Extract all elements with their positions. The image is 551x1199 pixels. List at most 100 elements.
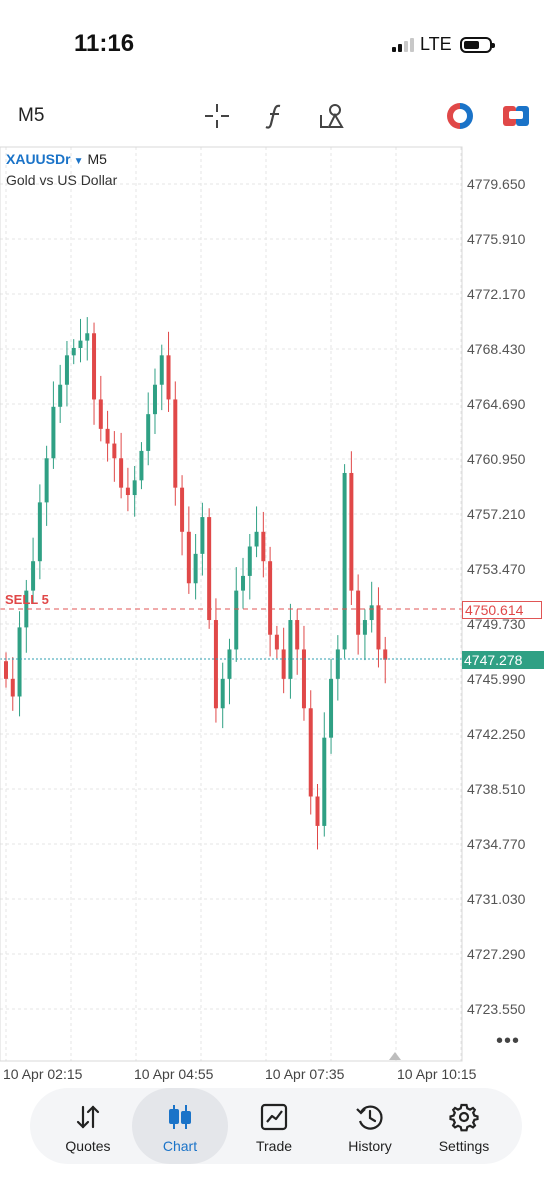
candle-bull (227, 649, 232, 679)
candle-bull (335, 649, 340, 679)
candle-bear (186, 531, 191, 584)
price-tick-label: 4753.470 (467, 561, 526, 577)
network-type: LTE (420, 34, 452, 54)
candle-bear (315, 796, 320, 826)
settings-gear-icon (449, 1103, 479, 1132)
tab-quotes-label: Quotes (65, 1138, 111, 1154)
candle-bull (234, 590, 239, 650)
candle-bull (132, 480, 137, 496)
candle-bear (295, 620, 300, 650)
candle-bear (166, 355, 171, 400)
candle-bull (241, 575, 246, 591)
candle-bull (159, 355, 164, 385)
candle-bull (362, 620, 367, 635)
tab-chart-label: Chart (162, 1138, 198, 1154)
history-clock-icon (356, 1105, 383, 1130)
candle-bear (356, 590, 361, 635)
candle-bear (301, 649, 306, 709)
candle-bull (152, 384, 157, 415)
sell-order-label[interactable]: SELL 5 (5, 592, 49, 607)
timeframe-button[interactable]: M5 (18, 105, 45, 126)
candle-bear (383, 649, 388, 660)
bottom-tab-bar: Quotes Chart Trade History (30, 1088, 522, 1164)
price-tick-label: 4727.290 (467, 946, 526, 962)
status-indicators: LTE (392, 34, 495, 55)
candle-bull (369, 605, 374, 621)
chart-timeframe: M5 (87, 151, 107, 167)
candle-bear (308, 708, 313, 797)
candle-bear (207, 517, 212, 621)
candle-bull (193, 553, 198, 584)
candle-bull (58, 384, 63, 407)
bid-price-badge: 4747.278 (462, 651, 544, 669)
time-tick-label: 10 Apr 07:35 (265, 1066, 345, 1082)
price-tick-label: 4738.510 (467, 781, 526, 797)
candle-bull (200, 517, 205, 554)
candle-bull (139, 450, 144, 481)
price-tick-label: 4775.910 (467, 231, 526, 247)
trade-line-chart-icon (260, 1103, 288, 1131)
price-tick-label: 4731.030 (467, 891, 526, 907)
crosshair-icon[interactable] (202, 101, 232, 131)
tab-settings[interactable]: Settings (416, 1088, 512, 1164)
candle-bear (119, 458, 124, 488)
candle-bull (254, 531, 259, 547)
tab-chart[interactable]: Chart (132, 1088, 228, 1164)
tab-settings-label: Settings (438, 1138, 490, 1154)
candle-bear (349, 472, 354, 591)
candle-bull (220, 678, 225, 709)
candle-bull (44, 458, 49, 503)
indicators-function-icon[interactable] (260, 101, 290, 131)
candle-bear (4, 661, 8, 679)
price-tick-label: 4734.770 (467, 836, 526, 852)
chevron-down-icon[interactable]: ▼ (73, 156, 84, 167)
candle-bull (329, 678, 334, 738)
sell-order-price: 4750.614 (462, 601, 542, 619)
battery-icon (459, 36, 495, 53)
symbol-name[interactable]: XAUUSDr (6, 151, 71, 167)
candle-bull (24, 590, 29, 628)
chart-canvas[interactable] (0, 146, 551, 1066)
candle-bear (125, 487, 130, 496)
candle-bear (112, 443, 117, 459)
candle-bull (71, 347, 76, 356)
candle-bull (78, 340, 83, 348)
price-tick-label: 4757.210 (467, 506, 526, 522)
tab-history[interactable]: History (322, 1088, 418, 1164)
tab-trade[interactable]: Trade (226, 1088, 322, 1164)
price-tick-label: 4760.950 (467, 451, 526, 467)
candle-bull (342, 472, 347, 650)
more-options-icon[interactable]: ••• (496, 1030, 521, 1052)
candle-bull (37, 502, 42, 562)
candle-bull (31, 561, 36, 591)
price-tick-label: 4772.170 (467, 286, 526, 302)
candle-bear (92, 333, 97, 400)
price-tick-label: 4768.430 (467, 341, 526, 357)
tab-quotes[interactable]: Quotes (40, 1088, 136, 1164)
candle-bear (10, 678, 15, 697)
price-tick-label: 4723.550 (467, 1001, 526, 1017)
cellular-signal-icon (392, 37, 414, 52)
symbol-header[interactable]: XAUUSDr ▼ M5 (6, 151, 107, 167)
price-chart[interactable] (0, 146, 551, 1066)
candle-bear (213, 620, 218, 709)
candle-bear (105, 428, 110, 444)
candle-bear (98, 399, 103, 429)
price-tick-label: 4749.730 (467, 616, 526, 632)
trade-toggle-icon[interactable] (501, 101, 531, 131)
symbol-description: Gold vs US Dollar (6, 172, 118, 188)
chart-toolbar: M5 (0, 95, 551, 140)
candle-bull (85, 333, 90, 341)
tab-trade-label: Trade (255, 1138, 293, 1154)
price-tick-label: 4764.690 (467, 396, 526, 412)
one-click-trading-icon[interactable] (445, 101, 475, 131)
candle-bull (247, 546, 252, 576)
candle-bear (268, 561, 273, 635)
candle-bull (17, 627, 22, 697)
candle-bear (180, 487, 185, 532)
price-tick-label: 4779.650 (467, 176, 526, 192)
price-tick-label: 4745.990 (467, 671, 526, 687)
candle-bull (146, 414, 151, 451)
objects-shapes-icon[interactable] (317, 101, 347, 131)
chart-candles-icon (169, 1105, 191, 1129)
